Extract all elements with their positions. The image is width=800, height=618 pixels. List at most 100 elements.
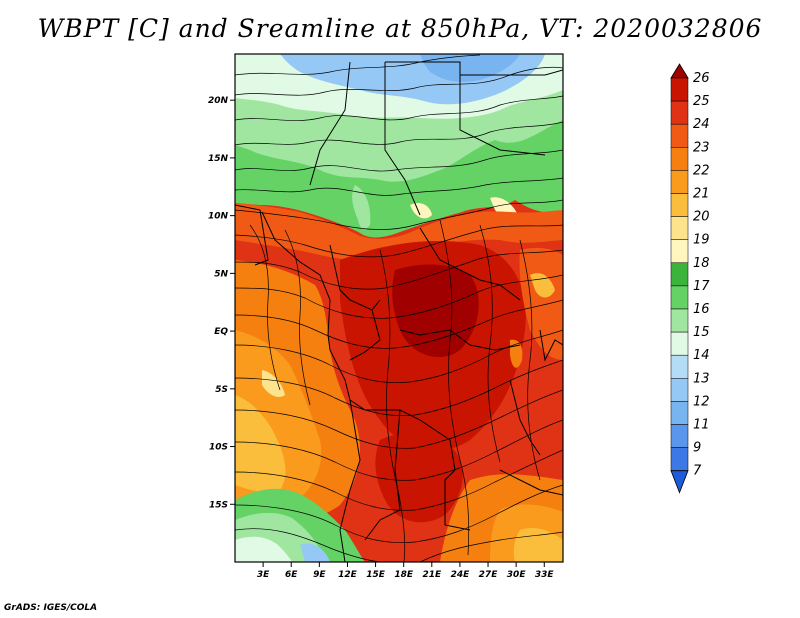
streamline — [379, 249, 406, 562]
streamline — [235, 274, 563, 319]
colorbar-swatch — [670, 285, 689, 310]
color-legend: 26 25 24 23 22 21 20 19 18 17 16 15 14 13 12 11 9 7 — [670, 63, 710, 494]
lat-tick-label: 15N — [208, 154, 229, 164]
border — [460, 69, 563, 76]
lat-tick-label: 10N — [208, 212, 229, 222]
streamline — [235, 359, 563, 416]
colorbar-label: 22 — [693, 163, 710, 178]
map-frame — [234, 53, 564, 563]
border — [399, 329, 521, 351]
streamline — [235, 449, 563, 511]
colorbar-swatch — [670, 100, 689, 125]
streamline — [235, 66, 563, 96]
colorbar-label: 19 — [693, 233, 710, 248]
lon-tick-label: 33E — [535, 570, 555, 580]
colorbar-label: 20 — [693, 210, 710, 225]
lat-tick-label: EQ — [214, 327, 228, 337]
colorbar-bottom-arrow — [670, 470, 689, 494]
border — [539, 329, 563, 362]
border — [329, 244, 381, 311]
streamline — [235, 177, 563, 196]
streamline — [235, 224, 563, 258]
field-sw-white — [235, 536, 292, 562]
streamline — [235, 389, 563, 449]
colorbar-swatch — [670, 378, 689, 402]
streamline — [235, 121, 563, 146]
streamline — [249, 224, 281, 391]
streamline — [235, 95, 563, 121]
latitude-axis: 20N 15N 10N 5N EQ 5S 10S 15S — [208, 96, 235, 510]
coastline — [261, 211, 361, 562]
colorbar-label: 25 — [693, 94, 710, 109]
colorbar-label: 15 — [693, 325, 710, 340]
field-orange-belt — [235, 203, 563, 260]
border — [364, 409, 401, 541]
lon-tick-label: 6E — [285, 570, 298, 580]
map-title: WBPT [C] and Sreamline at 850hPa, VT: 20… — [37, 14, 763, 43]
colorbar-label: 26 — [693, 71, 710, 86]
streamlines — [235, 54, 563, 562]
streamline — [235, 419, 563, 481]
field-green-tongue — [352, 185, 371, 230]
wbpt-field — [235, 54, 563, 562]
colorbar-label: 9 — [693, 441, 701, 456]
lon-tick-label: 24E — [451, 570, 471, 580]
colorbar-label: 11 — [693, 418, 710, 433]
streamline — [519, 239, 541, 481]
border — [419, 227, 521, 301]
lat-tick-label: 10S — [209, 443, 228, 453]
colorbar-label: 24 — [693, 117, 710, 132]
colorbar-swatch — [670, 216, 689, 240]
colorbar-swatch — [670, 170, 689, 194]
border — [235, 204, 269, 266]
lon-tick-label: 9E — [313, 570, 326, 580]
colorbar-swatch — [670, 262, 689, 287]
colorbar-swatch — [670, 401, 689, 425]
lat-tick-label: 5N — [214, 269, 228, 279]
colorbar-label: 12 — [693, 394, 710, 409]
field-ocean-yellow — [235, 395, 286, 493]
field-east-yellow — [530, 273, 555, 298]
colorbar-top-arrow — [670, 63, 689, 79]
colorbar-swatch — [670, 147, 689, 171]
field-sw-blue — [300, 543, 330, 562]
border — [309, 61, 351, 186]
lat-tick-label: 15S — [209, 500, 228, 510]
lat-tick-label: 5S — [215, 385, 228, 395]
border — [349, 399, 456, 471]
streamline — [235, 528, 381, 562]
colorbar-swatch — [670, 447, 689, 471]
country-borders — [235, 61, 563, 562]
colorbar-swatch — [670, 308, 689, 333]
colorbar-label: 18 — [693, 256, 710, 271]
lat-tick-label: 20N — [208, 96, 229, 106]
lon-tick-label: 15E — [366, 570, 386, 580]
lon-tick-label: 12E — [338, 570, 358, 580]
colorbar-label: 23 — [693, 140, 710, 155]
border — [385, 61, 546, 156]
border — [444, 469, 471, 531]
coastline — [499, 469, 563, 496]
field-south-deep — [375, 433, 463, 523]
colorbar-swatch — [670, 77, 689, 102]
field-yellow-tongue-2 — [410, 203, 432, 219]
streamline — [235, 199, 563, 230]
lon-tick-label: 21E — [422, 570, 442, 580]
colorbar-swatch — [670, 239, 689, 264]
colorbar-label: 14 — [693, 348, 710, 363]
streamline — [419, 531, 563, 562]
border — [509, 379, 541, 456]
colorbar-label: 7 — [693, 464, 702, 479]
lon-tick-label: 18E — [394, 570, 414, 580]
streamline — [284, 229, 311, 406]
streamline — [235, 54, 481, 76]
lon-tick-label: 27E — [479, 570, 499, 580]
field-north-blue-deep — [420, 54, 520, 82]
lon-tick-label: 3E — [257, 570, 270, 580]
streamline — [235, 484, 563, 543]
colorbar-swatch — [670, 123, 689, 148]
colorbar-swatch — [670, 424, 689, 448]
streamline — [235, 249, 563, 290]
colorbar-swatch — [670, 193, 689, 217]
